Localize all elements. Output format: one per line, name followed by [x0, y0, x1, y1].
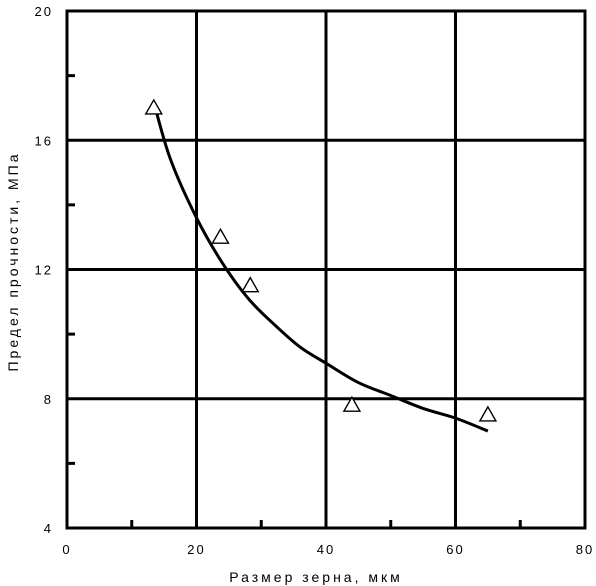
plot-frame	[65, 9, 587, 530]
data-point-triangle	[342, 395, 362, 412]
x-tick-label: 80	[576, 542, 594, 557]
data-point-triangle	[478, 405, 498, 422]
fit-curve	[152, 104, 489, 433]
data-points	[144, 98, 498, 422]
data-point-triangle	[241, 276, 260, 293]
data-point-triangle	[211, 227, 230, 244]
x-tick-labels: 0 20 40 60 80	[62, 542, 594, 557]
y-tick-label: 16	[35, 133, 53, 148]
y-tick-label: 4	[44, 521, 53, 536]
y-tick-label: 20	[35, 4, 53, 19]
y-tick-label: 12	[35, 263, 53, 278]
x-tick-label: 20	[187, 542, 205, 557]
y-tick-labels: 4 8 12 16 20	[35, 4, 53, 536]
data-point-triangle	[144, 98, 163, 115]
x-axis-title: Размер зерна, мкм	[229, 569, 403, 585]
x-tick-label: 40	[317, 542, 335, 557]
grid	[67, 11, 585, 528]
minor-ticks	[67, 74, 522, 528]
y-axis-title: Предел прочности, МПа	[5, 151, 21, 371]
y-tick-label: 8	[44, 392, 53, 407]
x-tick-label: 60	[446, 542, 464, 557]
x-tick-label: 0	[62, 542, 71, 557]
